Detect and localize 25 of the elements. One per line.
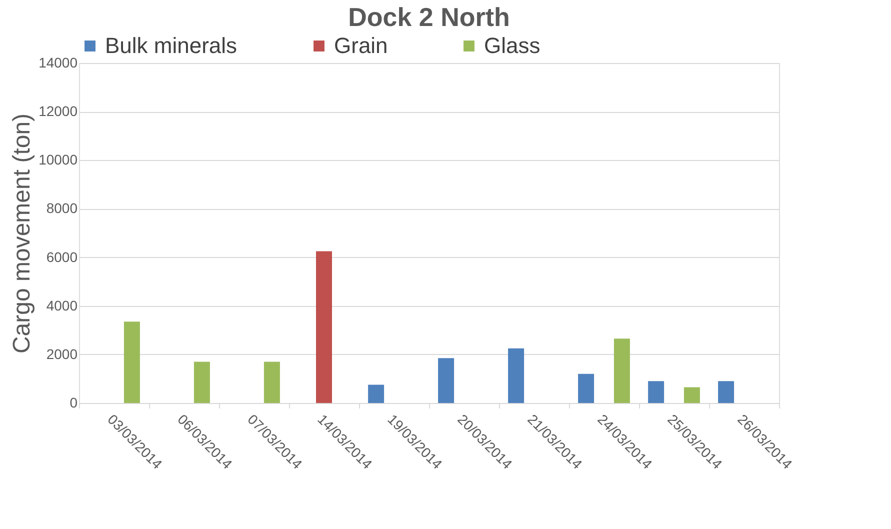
legend-label: Grain <box>334 33 388 58</box>
y-tick-label: 10000 <box>38 152 78 168</box>
y-tick-label: 14000 <box>38 54 78 70</box>
bar <box>316 251 332 403</box>
bar <box>438 358 454 403</box>
y-tick-label: 6000 <box>46 248 78 265</box>
y-axis-title: Cargo movement (ton) <box>8 113 36 354</box>
legend-label: Bulk minerals <box>105 33 238 58</box>
y-tick-label: 2000 <box>46 346 78 362</box>
bar <box>124 322 140 403</box>
bar <box>684 387 700 403</box>
bar <box>368 384 384 403</box>
y-tick-label: 4000 <box>46 297 78 314</box>
bar <box>578 374 594 403</box>
bar <box>508 348 524 403</box>
bar <box>194 362 210 403</box>
bar <box>718 381 734 403</box>
bar <box>614 338 630 403</box>
legend-label: Glass <box>484 33 540 58</box>
y-tick-label: 0 <box>70 394 78 410</box>
bar <box>264 362 280 403</box>
chart-title: Dock 2 North <box>348 2 510 32</box>
bar <box>648 381 664 403</box>
y-tick-label: 8000 <box>46 200 78 216</box>
y-tick-label: 12000 <box>38 103 78 120</box>
